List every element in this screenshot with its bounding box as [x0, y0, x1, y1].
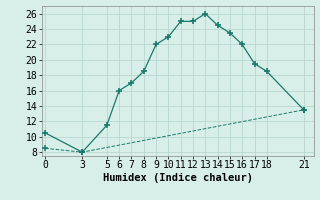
X-axis label: Humidex (Indice chaleur): Humidex (Indice chaleur): [103, 173, 252, 183]
